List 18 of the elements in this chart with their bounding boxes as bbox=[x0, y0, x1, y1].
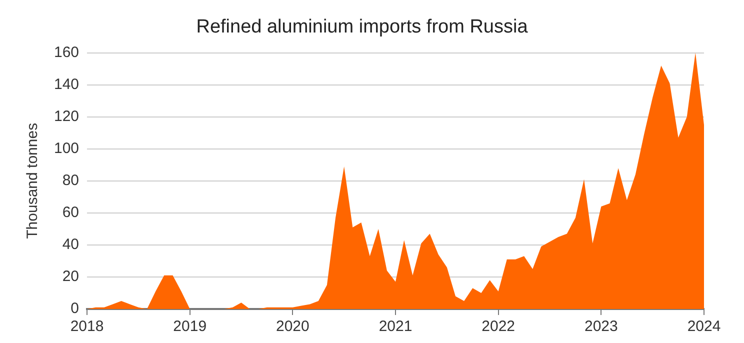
x-tick-label: 2018 bbox=[70, 318, 104, 336]
y-tick-label: 60 bbox=[62, 204, 80, 222]
y-tick-label: 20 bbox=[62, 268, 80, 286]
y-tick-label: 120 bbox=[54, 108, 80, 125]
x-tick-label: 2022 bbox=[482, 318, 516, 336]
x-tick-label: 2019 bbox=[173, 318, 207, 336]
x-tick-label: 2020 bbox=[276, 318, 310, 336]
y-tick-label: 140 bbox=[54, 76, 80, 93]
x-tick-label: 2024 bbox=[687, 318, 721, 336]
y-tick-label: 40 bbox=[62, 236, 80, 254]
y-axis-title: Thousand tonnes bbox=[24, 122, 42, 239]
x-tick-label: 2023 bbox=[584, 318, 618, 336]
y-tick-label: 100 bbox=[54, 140, 80, 158]
chart-title: Refined aluminium imports from Russia bbox=[196, 16, 528, 38]
x-tick-label: 2021 bbox=[378, 318, 412, 336]
y-tick-label: 0 bbox=[70, 300, 80, 318]
y-tick-label: 160 bbox=[54, 44, 80, 61]
y-tick-label: 80 bbox=[62, 172, 80, 190]
